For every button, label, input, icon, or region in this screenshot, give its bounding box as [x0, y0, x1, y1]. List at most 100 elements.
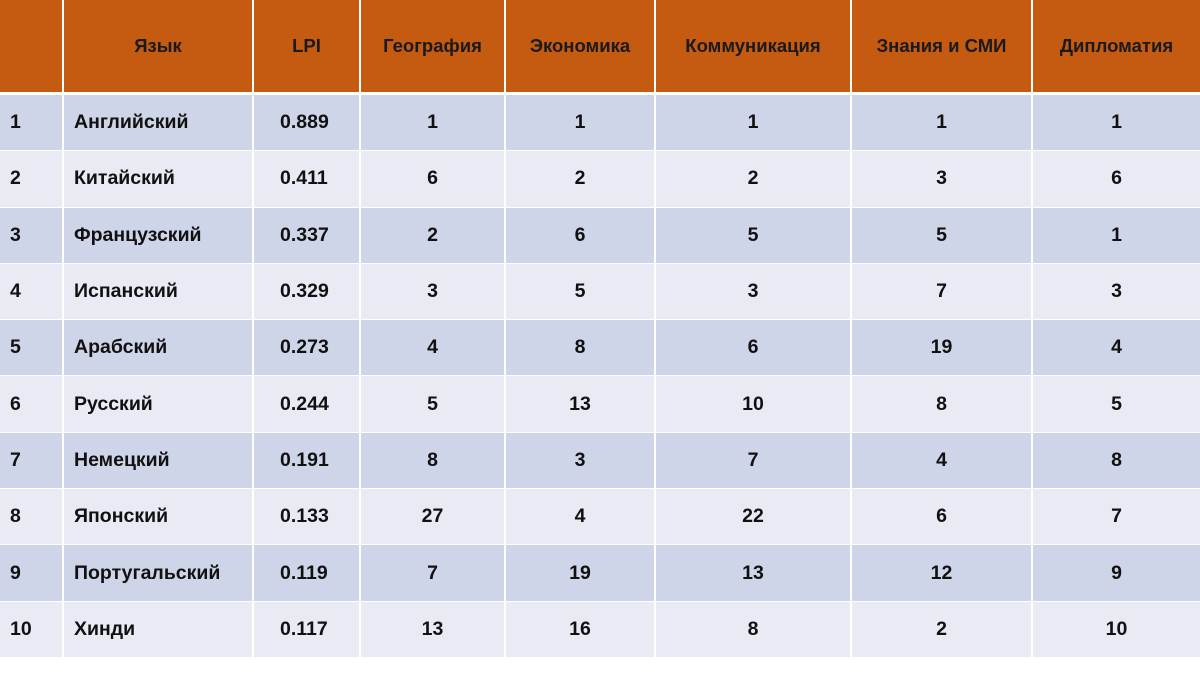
geography-cell: 6: [360, 150, 506, 208]
table-row: 2 Китайский 0.411 6 2 2 3 6: [0, 150, 1200, 208]
economy-cell: 13: [505, 375, 656, 433]
economy-cell: 19: [505, 544, 656, 602]
lpi-cell: 0.191: [253, 432, 361, 490]
knowledge-media-cell: 12: [851, 544, 1033, 602]
table-row: 9 Португальский 0.119 7 19 13 12 9: [0, 544, 1200, 602]
geography-cell: 4: [360, 319, 506, 377]
geography-cell: 27: [360, 488, 506, 546]
lpi-cell: 0.411: [253, 150, 361, 208]
economy-cell: 4: [505, 488, 656, 546]
lpi-cell: 0.119: [253, 544, 361, 602]
knowledge-media-cell: 7: [851, 263, 1033, 321]
table-row: 1 Английский 0.889 1 1 1 1 1: [0, 93, 1200, 152]
diplomacy-cell: 4: [1032, 319, 1200, 377]
lpi-cell: 0.889: [253, 93, 361, 152]
language-cell: Японский: [63, 488, 254, 546]
table-row: 4 Испанский 0.329 3 5 3 7 3: [0, 263, 1200, 321]
knowledge-media-cell: 3: [851, 150, 1033, 208]
table-row: 10 Хинди 0.117 13 16 8 2 10: [0, 601, 1200, 658]
geography-cell: 2: [360, 207, 506, 264]
rank-cell: 6: [0, 375, 64, 433]
language-cell: Китайский: [63, 150, 254, 208]
communication-cell: 2: [655, 150, 852, 208]
knowledge-media-cell: 6: [851, 488, 1033, 546]
geography-cell: 7: [360, 544, 506, 602]
communication-cell: 3: [655, 263, 852, 321]
knowledge-media-cell: 4: [851, 432, 1033, 490]
rank-cell: 7: [0, 432, 64, 490]
communication-cell: 6: [655, 319, 852, 377]
lpi-cell: 0.133: [253, 488, 361, 546]
economy-cell: 6: [505, 207, 656, 264]
knowledge-media-cell: 19: [851, 319, 1033, 377]
rank-cell: 3: [0, 207, 64, 264]
lpi-cell: 0.117: [253, 601, 361, 658]
geography-cell: 13: [360, 601, 506, 658]
communication-cell: 7: [655, 432, 852, 490]
rank-cell: 8: [0, 488, 64, 546]
language-cell: Испанский: [63, 263, 254, 321]
diplomacy-cell: 3: [1032, 263, 1200, 321]
diplomacy-cell: 7: [1032, 488, 1200, 546]
language-cell: Хинди: [63, 601, 254, 658]
header-lpi: LPI: [253, 0, 361, 95]
lpi-cell: 0.244: [253, 375, 361, 433]
communication-cell: 8: [655, 601, 852, 658]
language-cell: Французский: [63, 207, 254, 264]
header-economy: Экономика: [505, 0, 656, 95]
geography-cell: 1: [360, 93, 506, 152]
header-rank: [0, 0, 64, 95]
rank-cell: 9: [0, 544, 64, 602]
lpi-cell: 0.329: [253, 263, 361, 321]
rank-cell: 2: [0, 150, 64, 208]
table-row: 6 Русский 0.244 5 13 10 8 5: [0, 375, 1200, 433]
table-header-row: Язык LPI География Экономика Коммуникаци…: [0, 0, 1200, 95]
diplomacy-cell: 8: [1032, 432, 1200, 490]
communication-cell: 1: [655, 93, 852, 152]
geography-cell: 3: [360, 263, 506, 321]
rank-cell: 1: [0, 93, 64, 152]
diplomacy-cell: 5: [1032, 375, 1200, 433]
table-row: 3 Французский 0.337 2 6 5 5 1: [0, 207, 1200, 264]
table-row: 7 Немецкий 0.191 8 3 7 4 8: [0, 432, 1200, 490]
language-cell: Арабский: [63, 319, 254, 377]
economy-cell: 5: [505, 263, 656, 321]
economy-cell: 16: [505, 601, 656, 658]
header-knowledge-media: Знания и СМИ: [851, 0, 1033, 95]
header-communication: Коммуникация: [655, 0, 852, 95]
language-cell: Немецкий: [63, 432, 254, 490]
economy-cell: 8: [505, 319, 656, 377]
diplomacy-cell: 10: [1032, 601, 1200, 658]
lpi-cell: 0.273: [253, 319, 361, 377]
economy-cell: 2: [505, 150, 656, 208]
language-cell: Португальский: [63, 544, 254, 602]
communication-cell: 22: [655, 488, 852, 546]
header-diplomacy: Дипломатия: [1032, 0, 1200, 95]
communication-cell: 13: [655, 544, 852, 602]
language-cell: Английский: [63, 93, 254, 152]
knowledge-media-cell: 8: [851, 375, 1033, 433]
lpi-cell: 0.337: [253, 207, 361, 264]
table-row: 5 Арабский 0.273 4 8 6 19 4: [0, 319, 1200, 377]
language-power-index-table: Язык LPI География Экономика Коммуникаци…: [0, 0, 1200, 658]
knowledge-media-cell: 2: [851, 601, 1033, 658]
knowledge-media-cell: 5: [851, 207, 1033, 264]
language-cell: Русский: [63, 375, 254, 433]
communication-cell: 5: [655, 207, 852, 264]
geography-cell: 8: [360, 432, 506, 490]
diplomacy-cell: 1: [1032, 93, 1200, 152]
table-row: 8 Японский 0.133 27 4 22 6 7: [0, 488, 1200, 546]
rank-cell: 5: [0, 319, 64, 377]
geography-cell: 5: [360, 375, 506, 433]
economy-cell: 1: [505, 93, 656, 152]
rank-cell: 4: [0, 263, 64, 321]
diplomacy-cell: 9: [1032, 544, 1200, 602]
header-language: Язык: [63, 0, 254, 95]
knowledge-media-cell: 1: [851, 93, 1033, 152]
diplomacy-cell: 6: [1032, 150, 1200, 208]
rank-cell: 10: [0, 601, 64, 658]
communication-cell: 10: [655, 375, 852, 433]
diplomacy-cell: 1: [1032, 207, 1200, 264]
header-geography: География: [360, 0, 506, 95]
economy-cell: 3: [505, 432, 656, 490]
